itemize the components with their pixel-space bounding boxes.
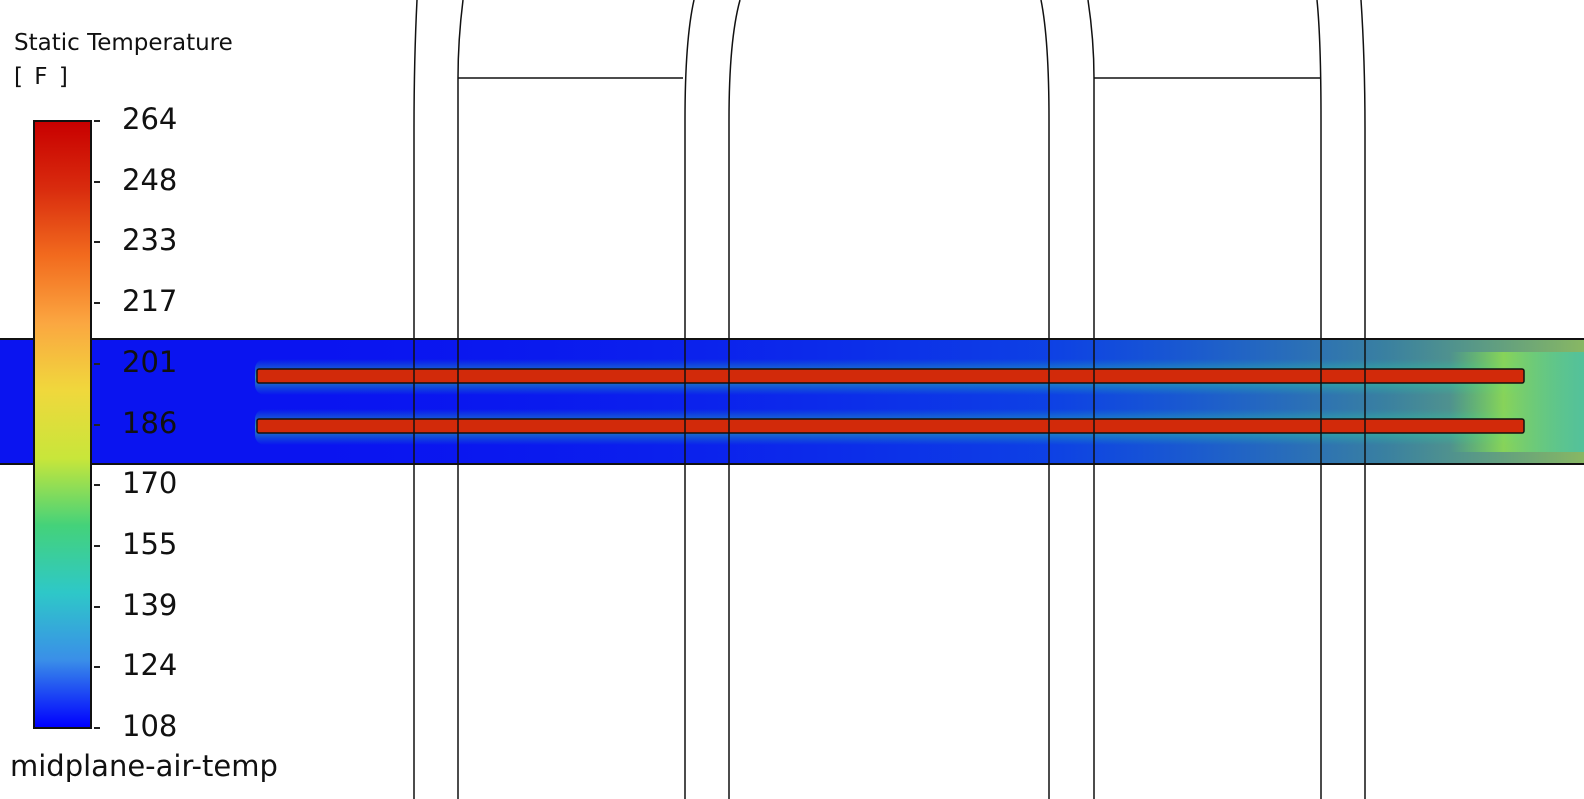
- legend-tick-label: 108: [122, 709, 178, 743]
- heater-rod-top: [256, 368, 1525, 384]
- plot-label: midplane-air-temp: [10, 749, 278, 783]
- legend-tick-mark: [94, 241, 100, 244]
- air-channel: [0, 338, 1584, 465]
- legend-colorbar: [33, 120, 92, 729]
- housing-outline-mid-right-outer: [1040, 0, 1050, 799]
- exit-glow: [1450, 352, 1584, 452]
- legend-tick-label: 124: [122, 648, 178, 683]
- legend-tick-mark: [94, 727, 100, 729]
- legend-tick-mark: [94, 423, 100, 426]
- legend-units: [ F ]: [14, 64, 70, 90]
- legend-tick-label: 233: [122, 223, 178, 258]
- legend-tick-mark: [94, 180, 100, 183]
- legend-tick-mark: [94, 302, 100, 305]
- legend-title: Static Temperature: [14, 30, 233, 56]
- housing-outline-left-outer: [413, 0, 418, 799]
- legend-tick-label: 170: [122, 466, 178, 501]
- legend-tick-label: 139: [122, 587, 178, 622]
- legend-tick-label: 155: [122, 526, 178, 561]
- housing-outline-right-outer: [1360, 0, 1366, 799]
- housing-outline-mid-left-outer: [728, 0, 741, 799]
- housing-outlines: [413, 0, 1366, 799]
- heater-rod-bottom: [256, 418, 1525, 434]
- legend-tick-mark: [94, 666, 100, 669]
- legend-tick-label: 186: [122, 405, 178, 440]
- legend-tick-mark: [94, 605, 100, 608]
- legend-tick-label: 248: [122, 162, 178, 197]
- legend-tick-mark: [94, 544, 100, 547]
- legend-tick-label: 201: [122, 344, 178, 379]
- legend-tick-mark: [94, 484, 100, 487]
- housing-outline-right-inner: [1316, 0, 1322, 799]
- air-channel-heating-gradient: [250, 339, 1584, 464]
- legend-tick-label: 264: [122, 102, 178, 136]
- housing-outline-mid-left-inner: [684, 0, 695, 799]
- legend-tick-label: 217: [122, 284, 178, 319]
- legend-tick-mark: [94, 120, 100, 122]
- legend-tick-mark: [94, 362, 100, 365]
